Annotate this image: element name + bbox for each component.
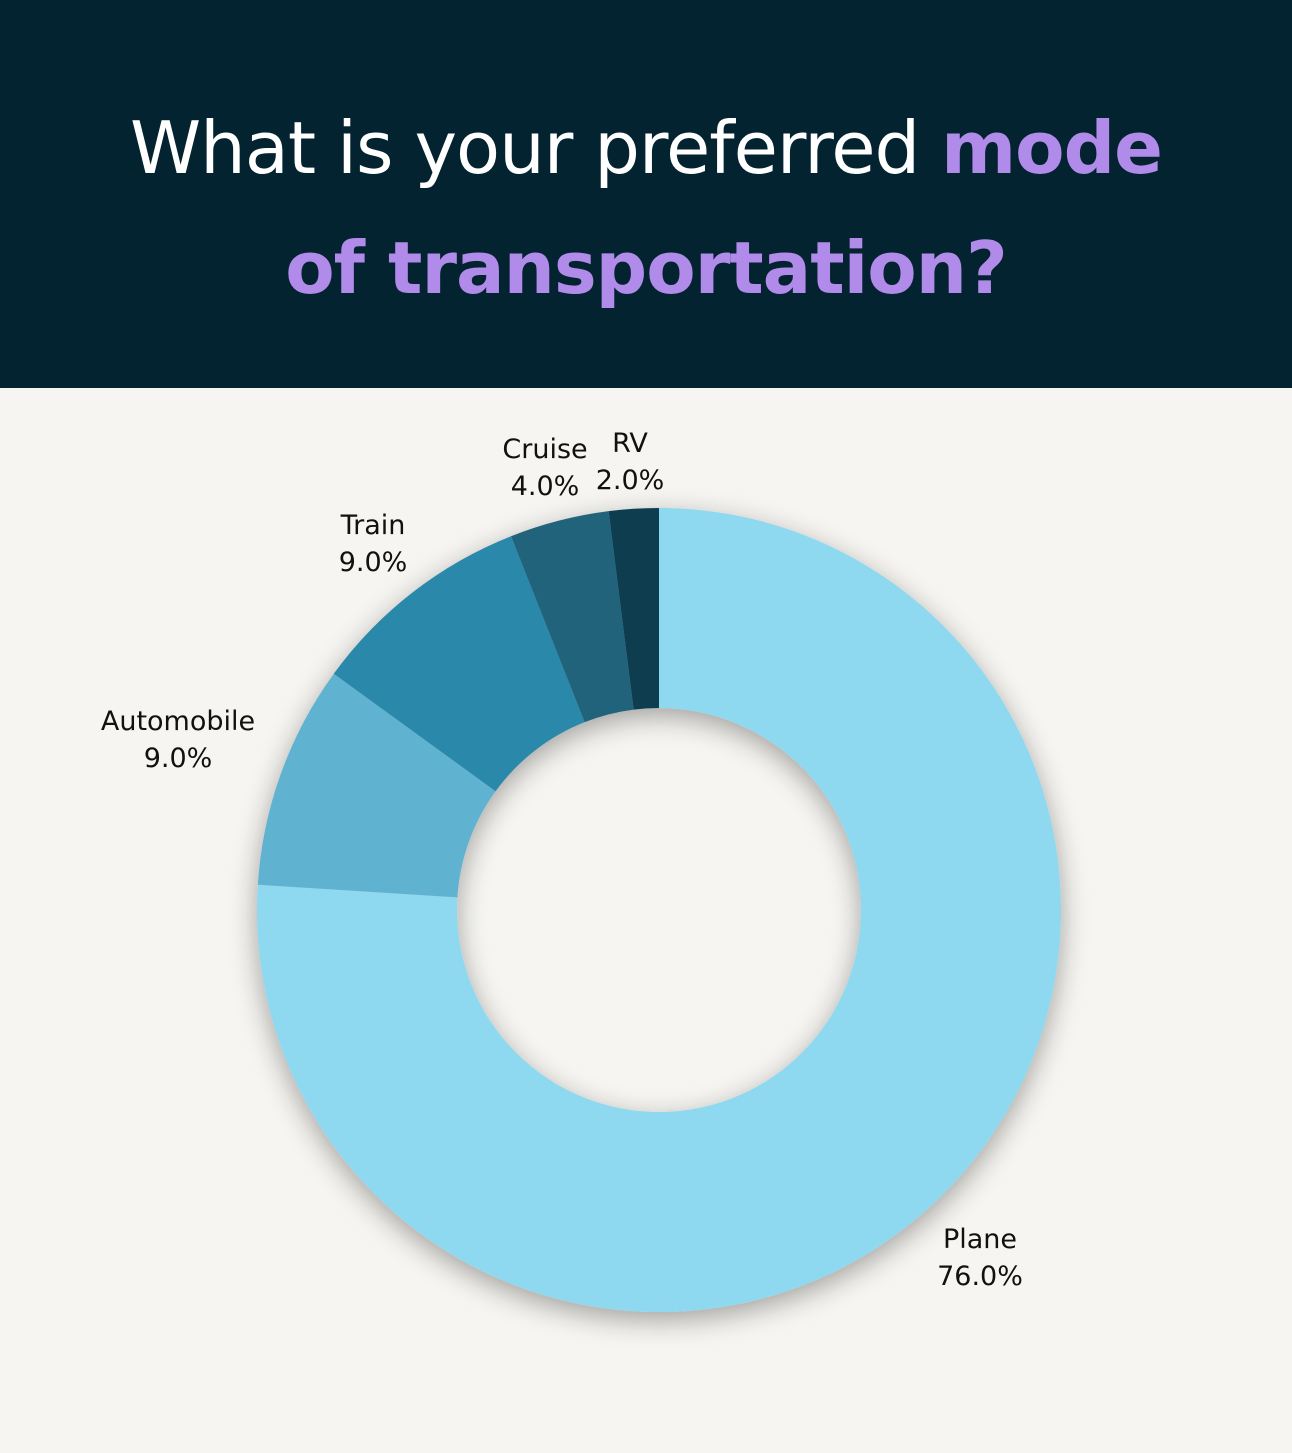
slice-cruise [511, 511, 634, 723]
slice-labels: Plane 76.0% Automobile 9.0% Train 9.0% Cruise 4… [101, 428, 1023, 1292]
slice-automobile [257, 673, 496, 898]
chart-area: Plane 76.0% Automobile 9.0% Train 9.0% Cruise 4… [0, 388, 1292, 1453]
slice-rv [608, 508, 659, 710]
slice-plane [257, 508, 1062, 1312]
slice-value-cruise: 4.0% [511, 471, 580, 502]
slice-value-train: 9.0% [339, 547, 408, 578]
slice-label-rv: RV [612, 428, 648, 459]
donut-chart: Plane 76.0% Automobile 9.0% Train 9.0% Cruise 4… [101, 428, 1062, 1312]
slice-value-automobile: 9.0% [144, 743, 213, 774]
slice-label-cruise: Cruise [502, 434, 587, 465]
title-plain: What is your preferred [129, 106, 920, 190]
slice-label-train: Train [340, 510, 406, 541]
slice-label-automobile: Automobile [101, 706, 255, 737]
slice-value-rv: 2.0% [596, 465, 665, 496]
slice-train [333, 536, 585, 792]
title-line-1: What is your preferred mode [0, 88, 1292, 208]
donut-slices [257, 508, 1062, 1312]
slice-label-plane: Plane [943, 1224, 1017, 1255]
title-accent-mode: mode [941, 106, 1163, 190]
slice-value-plane: 76.0% [937, 1261, 1023, 1292]
title-accent-transportation: of transportation? [285, 226, 1008, 310]
header-banner: What is your preferred mode of transport… [0, 0, 1292, 388]
chart-title: What is your preferred mode of transport… [0, 88, 1292, 328]
